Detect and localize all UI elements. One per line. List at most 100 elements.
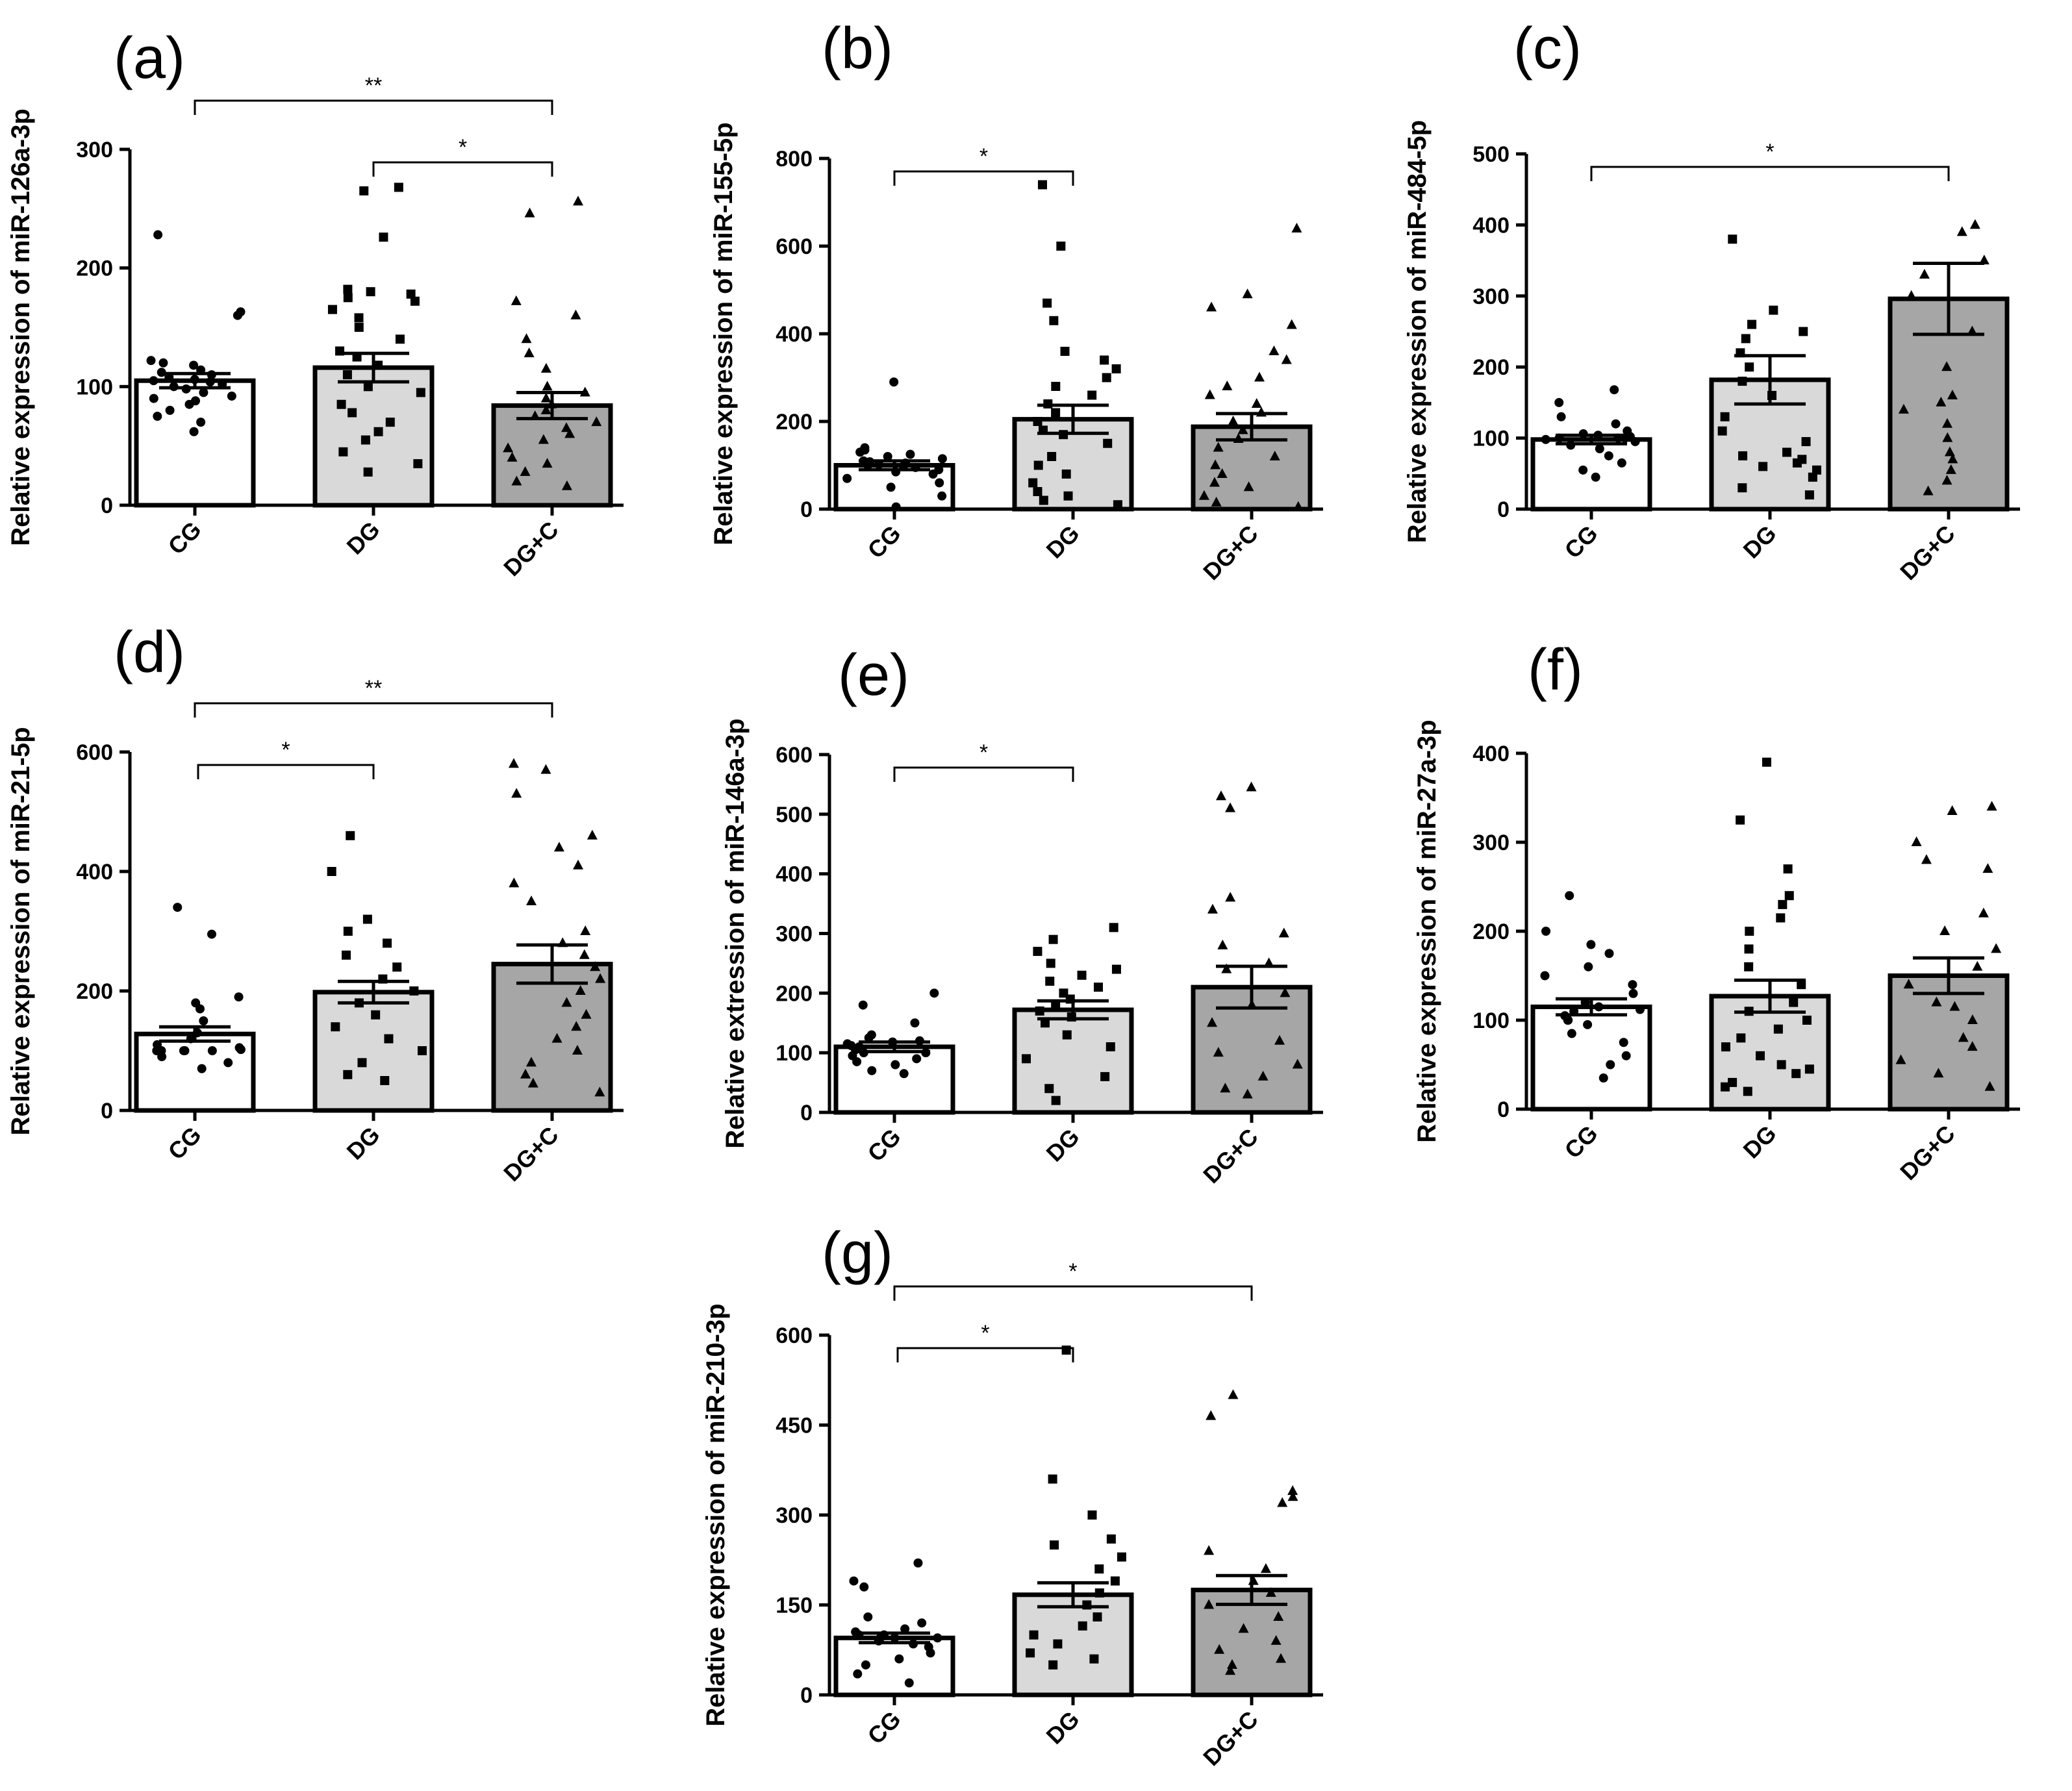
- data-point: [149, 394, 158, 403]
- data-point: [1769, 305, 1778, 315]
- data-point: [525, 1057, 537, 1067]
- data-point: [1611, 419, 1621, 429]
- data-point: [1225, 802, 1236, 812]
- data-point: [1061, 470, 1071, 479]
- data-point: [1037, 180, 1047, 190]
- chart-panel-g: (g) Relative expression of miR-210-3p 0 150…: [701, 1221, 1323, 1771]
- data-point: [591, 416, 602, 427]
- data-point: [1100, 355, 1109, 365]
- data-point: [1022, 1054, 1031, 1064]
- data-point: [1745, 362, 1754, 372]
- y-tick-label: 300: [776, 1503, 813, 1528]
- y-tick-label: 400: [76, 860, 113, 884]
- data-point: [1111, 364, 1121, 373]
- data-point: [165, 405, 175, 415]
- data-point: [524, 347, 535, 358]
- data-point: [1812, 465, 1821, 475]
- y-tick-label: 0: [800, 1101, 813, 1125]
- data-point: [1773, 1024, 1783, 1034]
- data-point: [1206, 301, 1217, 312]
- data-point: [1936, 396, 1947, 407]
- data-point: [1225, 1665, 1236, 1675]
- x-category-label: DG: [341, 516, 385, 560]
- data-point: [1033, 947, 1042, 957]
- x-category-label: CG: [862, 1706, 905, 1749]
- significance-bracket: [896, 1347, 1074, 1362]
- data-point: [1265, 1587, 1276, 1597]
- data-point: [1117, 1552, 1126, 1562]
- data-point: [1286, 319, 1297, 329]
- data-point: [1056, 242, 1066, 251]
- y-tick-label: 400: [776, 862, 813, 887]
- data-point: [1051, 408, 1061, 418]
- data-point: [1257, 1070, 1269, 1081]
- data-point: [1583, 1020, 1593, 1029]
- data-point: [1743, 1086, 1752, 1096]
- data-point: [1048, 1474, 1057, 1484]
- data-point: [343, 284, 353, 294]
- data-point: [1737, 483, 1747, 493]
- data-point: [1941, 475, 1952, 485]
- data-point: [189, 360, 199, 370]
- y-tick-label: 200: [76, 979, 113, 1004]
- data-point: [1277, 1497, 1288, 1507]
- data-point: [842, 1039, 852, 1049]
- data-point: [853, 1669, 863, 1679]
- data-point: [933, 1633, 942, 1643]
- data-point: [1093, 1612, 1102, 1622]
- data-point: [1111, 964, 1121, 974]
- data-point: [1077, 970, 1087, 980]
- data-point: [1947, 389, 1958, 399]
- y-tick-label: 200: [1472, 920, 1510, 944]
- y-tick-label: 600: [76, 740, 113, 765]
- data-point: [1039, 495, 1048, 505]
- significance-bracket: [1590, 166, 1950, 181]
- y-tick-label: 300: [1472, 284, 1510, 309]
- y-tick-label: 150: [776, 1594, 813, 1618]
- data-point: [384, 1034, 394, 1044]
- data-point: [1797, 455, 1807, 464]
- data-point: [1093, 983, 1103, 992]
- data-point: [929, 988, 939, 998]
- data-point: [1941, 418, 1952, 428]
- bar-dg: [1012, 1592, 1134, 1697]
- data-point: [894, 1654, 904, 1664]
- data-point: [1799, 327, 1808, 336]
- data-point: [1578, 465, 1588, 475]
- significance-label: *: [979, 740, 988, 765]
- data-point: [343, 293, 353, 303]
- data-point: [866, 1030, 876, 1040]
- data-point: [362, 914, 372, 924]
- significance-label: *: [981, 1321, 989, 1346]
- chart-panel-a: (a) Relative expression of miR-126a-3p 0 10…: [6, 26, 624, 581]
- data-point: [1087, 1510, 1097, 1520]
- data-point: [1721, 1042, 1730, 1052]
- x-category-label: DG+C: [1198, 520, 1263, 585]
- data-point: [1720, 412, 1730, 421]
- data-point: [1033, 417, 1042, 426]
- y-tick-label: 100: [1472, 427, 1510, 451]
- data-point: [1215, 790, 1226, 801]
- bar-dg: [312, 365, 435, 508]
- data-point: [1220, 1083, 1231, 1093]
- data-point: [371, 1010, 381, 1020]
- data-point: [416, 388, 425, 397]
- data-point: [1604, 451, 1613, 460]
- data-point: [1045, 976, 1055, 986]
- data-point: [354, 323, 364, 332]
- data-point: [199, 388, 208, 397]
- data-point: [594, 1086, 605, 1097]
- data-point: [1933, 1068, 1944, 1078]
- data-point: [570, 309, 581, 319]
- data-point: [1260, 1563, 1271, 1573]
- data-point: [336, 399, 346, 409]
- data-point: [1035, 1006, 1044, 1016]
- data-point: [1756, 1051, 1765, 1060]
- data-point: [579, 949, 590, 959]
- data-point: [1903, 979, 1914, 989]
- data-point: [1048, 934, 1058, 944]
- data-point: [413, 459, 423, 469]
- data-point: [1738, 451, 1748, 460]
- data-point: [1610, 385, 1619, 395]
- data-point: [1801, 437, 1811, 447]
